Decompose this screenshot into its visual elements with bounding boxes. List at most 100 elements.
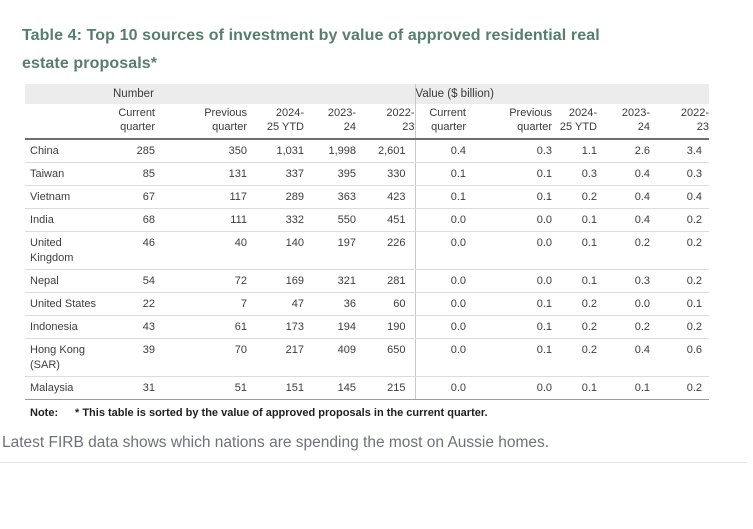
value-cell: 0.0 (414, 231, 466, 270)
country-cell: Nepal (25, 269, 113, 293)
country-cell: United States (25, 292, 113, 316)
value-cell: 0.2 (650, 269, 710, 293)
number-cell: 40 (155, 231, 247, 270)
value-cell: 0.0 (466, 208, 552, 232)
number-cell: 68 (113, 208, 155, 232)
value-cell: 0.0 (414, 208, 466, 232)
number-cell: 39 (113, 338, 155, 377)
column-header: Current quarter (113, 104, 155, 140)
value-cell: 0.0 (466, 231, 552, 270)
value-cell: 0.4 (597, 162, 650, 186)
table-row: Taiwan 85 131 337 395 330 0.1 0.1 0.3 0.4 0.3 (25, 162, 710, 186)
table-row: Vietnam 67 117 289 363 423 0.1 0.1 0.2 0.4 0.4 (25, 185, 710, 209)
value-cell: 0.4 (650, 185, 710, 209)
country-cell: United Kingdom (25, 231, 113, 270)
value-cell: 2.6 (597, 139, 650, 163)
value-cell: 0.2 (650, 208, 710, 232)
value-cell: 3.4 (650, 139, 710, 163)
number-cell: 190 (356, 315, 415, 339)
column-header: 2023- 24 (597, 104, 650, 140)
table-row: United Kingdom 46 40 140 197 226 0.0 0.0 0.1 0.2 0… (25, 231, 710, 270)
number-cell: 111 (155, 208, 247, 232)
page-title: Table 4: Top 10 sources of investment by… (22, 27, 600, 72)
number-cell: 46 (113, 231, 155, 270)
number-cell: 363 (304, 185, 356, 209)
number-cell: 72 (155, 269, 247, 293)
number-cell: 151 (247, 376, 304, 400)
value-cell: 0.1 (466, 185, 552, 209)
value-cell: 0.3 (650, 162, 710, 186)
column-header: 2022- 23 (650, 104, 710, 140)
value-cell: 0.0 (414, 338, 466, 377)
number-cell: 217 (247, 338, 304, 377)
investment-table: Number Value ($ billion) Current quarter… (25, 84, 710, 400)
value-cell: 0.1 (466, 338, 552, 377)
note-text: * This table is sorted by the value of a… (75, 407, 488, 419)
country-cell: Taiwan (25, 162, 113, 186)
number-cell: 22 (113, 292, 155, 316)
number-cell: 2,601 (356, 139, 415, 163)
table-body: China 285 350 1,031 1,998 2,601 0.4 0.3 1.1 2.6 3.… (25, 139, 710, 400)
value-cell: 0.1 (414, 185, 466, 209)
number-cell: 51 (155, 376, 247, 400)
value-cell: 0.0 (414, 376, 466, 400)
value-cell: 0.1 (650, 292, 710, 316)
section-divider (0, 462, 747, 463)
value-cell: 0.2 (650, 315, 710, 339)
number-cell: 7 (155, 292, 247, 316)
value-cell: 0.1 (552, 376, 597, 400)
value-cell: 0.4 (597, 338, 650, 377)
number-cell: 650 (356, 338, 415, 377)
value-cell: 0.2 (650, 376, 710, 400)
value-cell: 0.2 (552, 315, 597, 339)
number-cell: 67 (113, 185, 155, 209)
value-cell: 0.2 (552, 185, 597, 209)
country-cell: Hong Kong (SAR) (25, 338, 113, 377)
value-cell: 0.3 (466, 139, 552, 163)
value-cell: 0.1 (597, 376, 650, 400)
column-header: 2024- 25 YTD (247, 104, 304, 140)
value-cell: 0.4 (414, 139, 466, 163)
number-cell: 197 (304, 231, 356, 270)
column-header: 2024- 25 YTD (552, 104, 597, 140)
number-cell: 289 (247, 185, 304, 209)
value-cell: 0.1 (466, 315, 552, 339)
value-cell: 0.4 (597, 185, 650, 209)
table-row: China 285 350 1,031 1,998 2,601 0.4 0.3 1.1 2.6 3.… (25, 139, 710, 163)
value-cell: 0.0 (414, 292, 466, 316)
value-cell: 0.1 (552, 231, 597, 270)
number-cell: 61 (155, 315, 247, 339)
value-cell: 0.0 (414, 315, 466, 339)
number-cell: 140 (247, 231, 304, 270)
table-note: Note: * This table is sorted by the valu… (30, 406, 753, 421)
number-cell: 36 (304, 292, 356, 316)
group-header-spacer (25, 84, 113, 104)
number-cell: 337 (247, 162, 304, 186)
number-cell: 43 (113, 315, 155, 339)
article-caption: Latest FIRB data shows which nations are… (2, 434, 550, 451)
value-cell: 0.2 (597, 231, 650, 270)
table-row: India 68 111 332 550 451 0.0 0.0 0.1 0.4 0.2 (25, 208, 710, 232)
group-header-row: Number Value ($ billion) (25, 84, 710, 104)
country-cell: Vietnam (25, 185, 113, 209)
number-cell: 169 (247, 269, 304, 293)
number-cell: 31 (113, 376, 155, 400)
group-label-value: Value ($ billion) (414, 84, 710, 104)
column-header: 2022- 23 (356, 104, 415, 140)
number-cell: 60 (356, 292, 415, 316)
table-row: Indonesia 43 61 173 194 190 0.0 0.1 0.2 0.2 0.2 (25, 315, 710, 339)
value-cell: 0.1 (552, 208, 597, 232)
column-header-row: Current quarter Previous quarter 2024- 25 … (25, 104, 710, 140)
number-cell: 47 (247, 292, 304, 316)
group-label-number: Number (113, 84, 415, 104)
value-cell: 0.0 (597, 292, 650, 316)
table-row: Malaysia 31 51 151 145 215 0.0 0.0 0.1 0.1 0.2 (25, 376, 710, 400)
value-cell: 0.1 (466, 162, 552, 186)
number-cell: 550 (304, 208, 356, 232)
table-row: United States 22 7 47 36 60 0.0 0.1 0.2 0.0 0.1 (25, 292, 710, 316)
number-cell: 409 (304, 338, 356, 377)
value-cell: 0.3 (597, 269, 650, 293)
value-cell: 0.0 (414, 269, 466, 293)
column-header: Previous quarter (155, 104, 247, 140)
value-cell: 0.2 (552, 292, 597, 316)
